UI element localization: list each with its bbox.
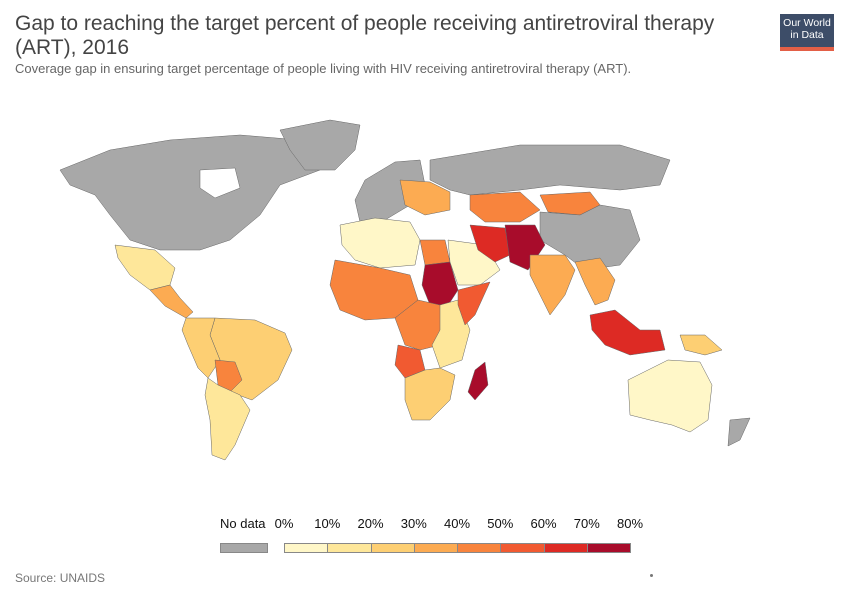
region-north-africa-west: North Africa West [339,217,421,269]
world-map[interactable]: North America Greenland Mexico Central A… [0,80,850,520]
legend-tick-label: 30% [400,516,427,531]
legend-tick-label: 80% [616,516,644,531]
legend-swatch-40-50 [457,543,502,553]
region-southeast-asia: Southeast Asia [574,257,616,306]
region-iran: Iran [469,224,511,263]
logo-line-1: Our World [783,17,831,29]
legend-tick-label: 70% [573,516,600,531]
region-papua: Papua [679,334,723,356]
region-new-zealand: New Zealand [727,417,751,447]
legend-tick-label: 10% [314,516,341,531]
region-russia: Russia [429,144,671,196]
hudson-bay [199,167,241,199]
region-egypt: Egypt [419,239,451,266]
legend-swatch-50-60 [500,543,545,553]
legend-no-data-swatch [220,543,268,553]
legend-tick-label: 0% [274,516,294,531]
region-kazakhstan: Kazakhstan [469,191,541,223]
region-southern-africa: Southern Africa [404,367,456,421]
region-argentina-chile: Argentina/Chile [204,377,251,461]
legend-swatch-0-10 [284,543,329,553]
legend-tick-label: 60% [530,516,557,531]
region-mexico: Mexico [114,244,176,291]
region-madagascar: Madagascar [467,361,489,401]
region-somalia: Somalia [457,281,491,326]
decorative-dot [650,574,653,577]
chart-title: Gap to reaching the target percent of pe… [15,12,715,59]
legend-swatch-60-70 [543,543,588,553]
region-greenland: Greenland [279,119,361,171]
region-central-america: Central America [149,284,194,319]
legend-swatch-20-30 [370,543,415,553]
source-note: Source: UNAIDS [15,571,106,585]
legend-swatch-10-20 [327,543,372,553]
region-indonesia: Indonesia [589,309,666,356]
legend-swatch-30-40 [413,543,458,553]
region-china: China [539,204,641,271]
region-australia: Australia [627,359,713,433]
region-eastern-europe: Eastern Europe [399,179,451,216]
legend-no-data-label: No data [220,516,266,531]
chart-subtitle: Coverage gap in ensuring target percenta… [15,61,632,76]
region-india: India [529,254,576,316]
legend-tick-label: 40% [443,516,471,531]
legend-tick-label: 50% [487,516,514,531]
logo-line-2: in Data [790,29,824,41]
region-north-america: North America [59,134,331,251]
legend-tick-label: 20% [357,516,384,531]
owid-logo[interactable]: Our World in Data [780,14,834,51]
map-legend: No data 0% 10% 20% 30% 40% 50% 60% 70% 80% [0,508,850,568]
region-bolivia: Bolivia [214,359,243,393]
legend-swatch-70-80 [586,543,631,553]
